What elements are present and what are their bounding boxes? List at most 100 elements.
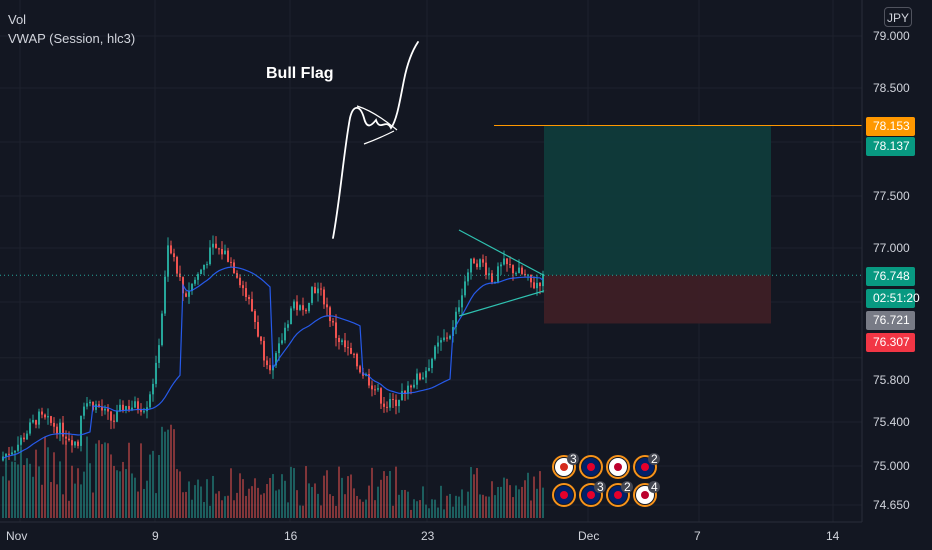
candle-body [194, 279, 196, 284]
volume-bar [458, 496, 460, 518]
volume-bar [188, 481, 190, 518]
candle-body [47, 416, 49, 418]
volume-bar [305, 466, 307, 518]
volume-bar [359, 499, 361, 518]
candle-body [533, 282, 535, 289]
event-ring [552, 455, 576, 479]
candle-body [236, 273, 238, 278]
volume-bar [392, 505, 394, 518]
volume-bar [194, 485, 196, 518]
event-count: 2 [624, 480, 631, 494]
candle-body [278, 343, 280, 354]
candle-body [491, 273, 493, 283]
volume-bar [179, 471, 181, 518]
price-tick-label: 75.800 [873, 373, 910, 387]
candle-body [221, 248, 223, 255]
volume-bar [398, 494, 400, 518]
candle-body [32, 420, 34, 423]
candle-body [413, 384, 415, 388]
candle-body [371, 385, 373, 390]
volume-bar [542, 487, 544, 518]
volume-bar [119, 471, 121, 518]
candle-body [71, 440, 73, 446]
event-count-badge [648, 453, 660, 465]
volume-bar [350, 474, 352, 518]
candle-body [197, 274, 199, 280]
volume-bar [275, 490, 277, 518]
candle-body [8, 453, 10, 455]
volume-bar [425, 504, 427, 518]
volume-bar [176, 469, 178, 518]
price-tag-box [866, 117, 915, 136]
volume-bar [155, 493, 157, 518]
candle-body [536, 282, 538, 289]
volume-bar [8, 480, 10, 518]
volume-bar [134, 477, 136, 518]
volume-bar [332, 496, 334, 518]
volume-bar [407, 491, 409, 518]
event-count: 3 [570, 452, 577, 466]
volume-bar [92, 492, 94, 518]
volume-bar [98, 440, 100, 518]
candle-body [287, 324, 289, 328]
volume-bar [236, 492, 238, 518]
event-flag-mark [587, 463, 595, 471]
volume-bar [299, 505, 301, 518]
price-tags: 78.153 78.137 76.748 02:51:20 76.721 76.307 [866, 117, 920, 352]
event-flag-mark [560, 491, 568, 499]
candle-body [398, 400, 400, 407]
volume-bar [440, 485, 442, 518]
volume-bar [185, 491, 187, 518]
volume-bar [488, 496, 490, 518]
event-ring [579, 455, 603, 479]
candle-body [239, 277, 241, 286]
volume-bar [353, 488, 355, 518]
event-ring [579, 483, 603, 507]
candle-body [74, 441, 76, 446]
event-ring [552, 483, 576, 507]
volume-bar [251, 486, 253, 518]
volume-bar [104, 442, 106, 518]
volume-bar [446, 495, 448, 518]
profit-zone [544, 125, 771, 276]
volume-bar [149, 454, 151, 518]
candle-body [254, 311, 256, 323]
volume-bar [329, 494, 331, 518]
price-tick-label: 74.650 [873, 498, 910, 512]
volume-bar [26, 458, 28, 518]
currency-button[interactable]: JPY [884, 7, 912, 27]
volume-bar [47, 447, 49, 518]
volume-bar [527, 472, 529, 518]
volume-bar [44, 436, 46, 518]
price-tag-label: 76.721 [873, 313, 910, 327]
price-tick-label: 78.500 [873, 81, 910, 95]
candle-body [59, 422, 61, 434]
volume-bar [17, 464, 19, 518]
legend-volume[interactable]: Vol [8, 12, 27, 27]
candle-body [419, 373, 421, 380]
candle-body [143, 411, 145, 413]
volume-bar [224, 496, 226, 518]
time-tick-label: Dec [578, 529, 599, 543]
volume-bar [161, 426, 163, 518]
time-tick-label: 9 [152, 529, 159, 543]
indicator-legend: Vol VWAP (Session, hlc3) [8, 10, 135, 48]
candle-body [260, 336, 262, 341]
legend-vwap[interactable]: VWAP (Session, hlc3) [8, 31, 136, 46]
price-tag-label: 02:51:20 [873, 291, 920, 305]
event-ring [606, 483, 630, 507]
volume-bar [89, 463, 91, 518]
candle-body [116, 410, 118, 422]
volume-bar [524, 480, 526, 518]
vwap-line [2, 266, 544, 460]
candle-body [38, 411, 40, 425]
volume-bar [362, 501, 364, 518]
candle-body [269, 365, 271, 371]
candle-body [296, 301, 298, 310]
volume-bar [338, 466, 340, 518]
price-tick-label: 75.000 [873, 459, 910, 473]
volume-bar [197, 479, 199, 518]
volume-bar [239, 473, 241, 518]
